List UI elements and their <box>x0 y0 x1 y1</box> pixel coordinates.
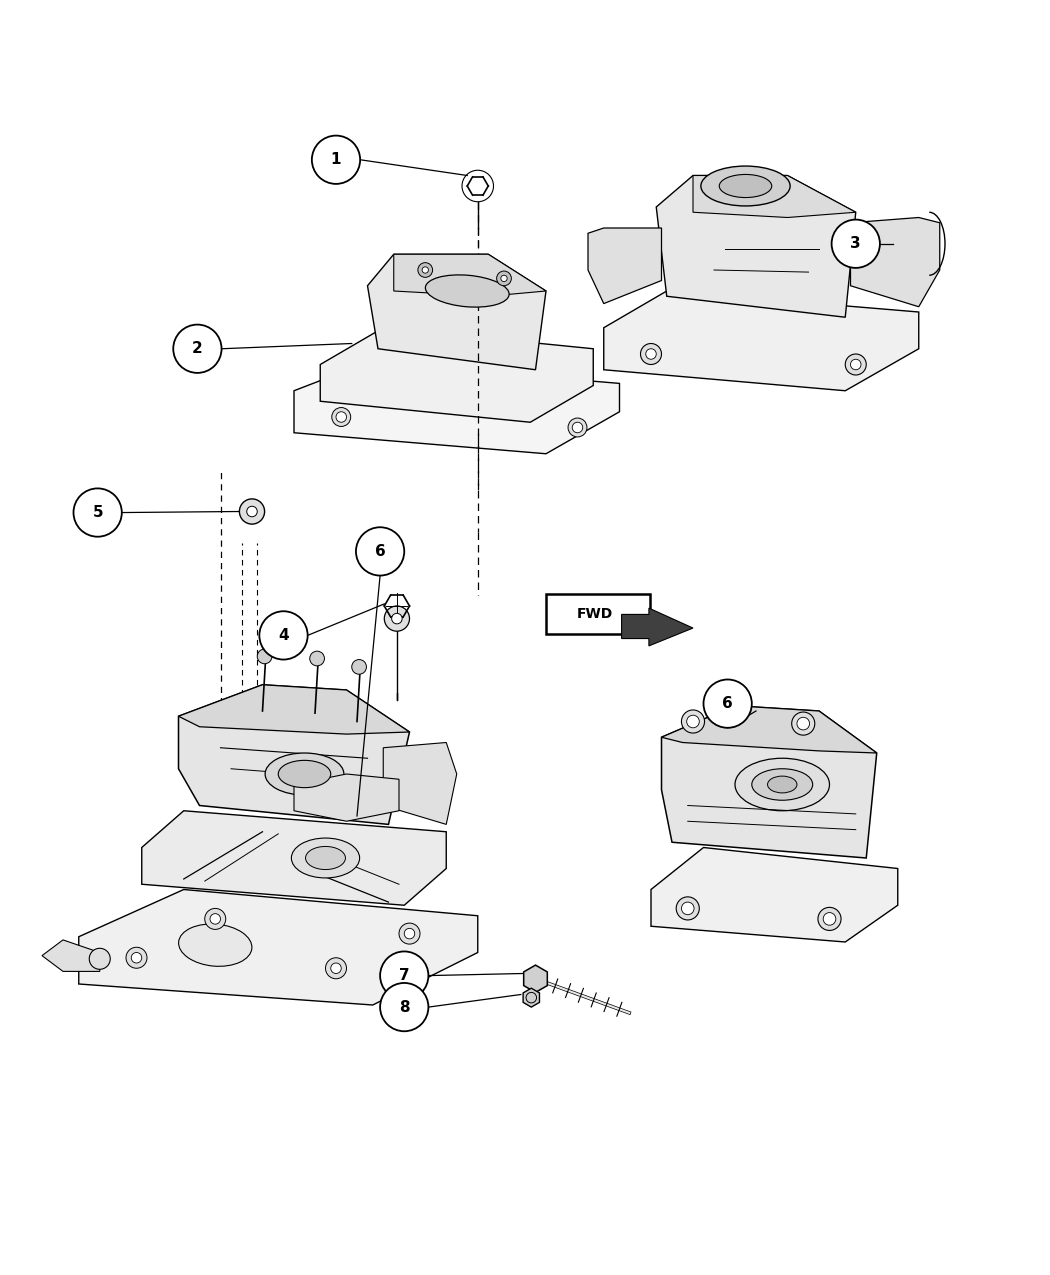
Circle shape <box>704 680 752 728</box>
Ellipse shape <box>278 760 331 788</box>
Circle shape <box>399 923 420 944</box>
Circle shape <box>310 652 324 666</box>
Polygon shape <box>524 965 547 992</box>
Ellipse shape <box>265 754 344 796</box>
Circle shape <box>210 914 220 924</box>
Circle shape <box>568 418 587 437</box>
Circle shape <box>384 606 410 631</box>
Circle shape <box>259 611 308 659</box>
Circle shape <box>205 908 226 929</box>
Circle shape <box>257 649 272 664</box>
FancyBboxPatch shape <box>546 594 650 635</box>
Polygon shape <box>651 848 898 942</box>
Text: 6: 6 <box>722 696 733 711</box>
Circle shape <box>326 958 346 979</box>
Text: 4: 4 <box>278 627 289 643</box>
Polygon shape <box>42 940 100 972</box>
Ellipse shape <box>768 776 797 793</box>
Circle shape <box>850 360 861 370</box>
Circle shape <box>173 325 222 372</box>
Polygon shape <box>523 988 540 1007</box>
Circle shape <box>126 947 147 968</box>
Text: FWD: FWD <box>578 607 613 621</box>
Polygon shape <box>320 328 593 422</box>
Circle shape <box>797 718 810 729</box>
Circle shape <box>832 219 880 268</box>
Circle shape <box>501 275 507 282</box>
Ellipse shape <box>425 275 509 307</box>
Circle shape <box>404 928 415 938</box>
Polygon shape <box>662 706 877 858</box>
Circle shape <box>336 412 346 422</box>
Circle shape <box>497 272 511 286</box>
Ellipse shape <box>735 759 830 811</box>
Circle shape <box>422 266 428 273</box>
Polygon shape <box>294 362 620 454</box>
Ellipse shape <box>752 769 813 801</box>
Circle shape <box>687 715 699 728</box>
Polygon shape <box>368 254 546 370</box>
Circle shape <box>681 710 705 733</box>
Ellipse shape <box>719 175 772 198</box>
Text: 1: 1 <box>331 152 341 167</box>
Ellipse shape <box>701 166 790 207</box>
Circle shape <box>131 952 142 963</box>
Polygon shape <box>850 218 940 307</box>
Circle shape <box>89 949 110 969</box>
Circle shape <box>572 422 583 432</box>
Circle shape <box>640 343 662 365</box>
Ellipse shape <box>292 838 359 878</box>
Circle shape <box>332 408 351 426</box>
Circle shape <box>676 896 699 921</box>
Circle shape <box>818 908 841 931</box>
Circle shape <box>239 499 265 524</box>
Polygon shape <box>178 685 410 825</box>
Text: 5: 5 <box>92 505 103 520</box>
Polygon shape <box>79 890 478 1005</box>
Text: 3: 3 <box>850 236 861 251</box>
Circle shape <box>356 528 404 575</box>
Circle shape <box>380 983 428 1031</box>
Polygon shape <box>604 291 919 390</box>
Polygon shape <box>383 742 457 825</box>
Polygon shape <box>662 706 877 754</box>
Circle shape <box>380 951 428 1000</box>
Polygon shape <box>588 228 662 303</box>
Text: 6: 6 <box>375 544 385 558</box>
Circle shape <box>792 711 815 736</box>
Polygon shape <box>394 254 546 296</box>
Polygon shape <box>142 811 446 905</box>
Ellipse shape <box>178 924 252 966</box>
Polygon shape <box>294 774 399 821</box>
Circle shape <box>352 659 366 674</box>
Polygon shape <box>622 608 693 646</box>
Polygon shape <box>656 176 856 317</box>
Circle shape <box>247 506 257 516</box>
Circle shape <box>646 349 656 360</box>
Circle shape <box>392 613 402 623</box>
Circle shape <box>418 263 433 278</box>
Circle shape <box>74 488 122 537</box>
Circle shape <box>823 913 836 926</box>
Ellipse shape <box>306 847 345 870</box>
Circle shape <box>681 903 694 914</box>
Text: 2: 2 <box>192 342 203 356</box>
Circle shape <box>312 135 360 184</box>
Circle shape <box>845 354 866 375</box>
Polygon shape <box>693 176 856 218</box>
Text: 8: 8 <box>399 1000 410 1015</box>
Polygon shape <box>178 685 410 734</box>
Circle shape <box>331 963 341 974</box>
Text: 7: 7 <box>399 968 410 983</box>
